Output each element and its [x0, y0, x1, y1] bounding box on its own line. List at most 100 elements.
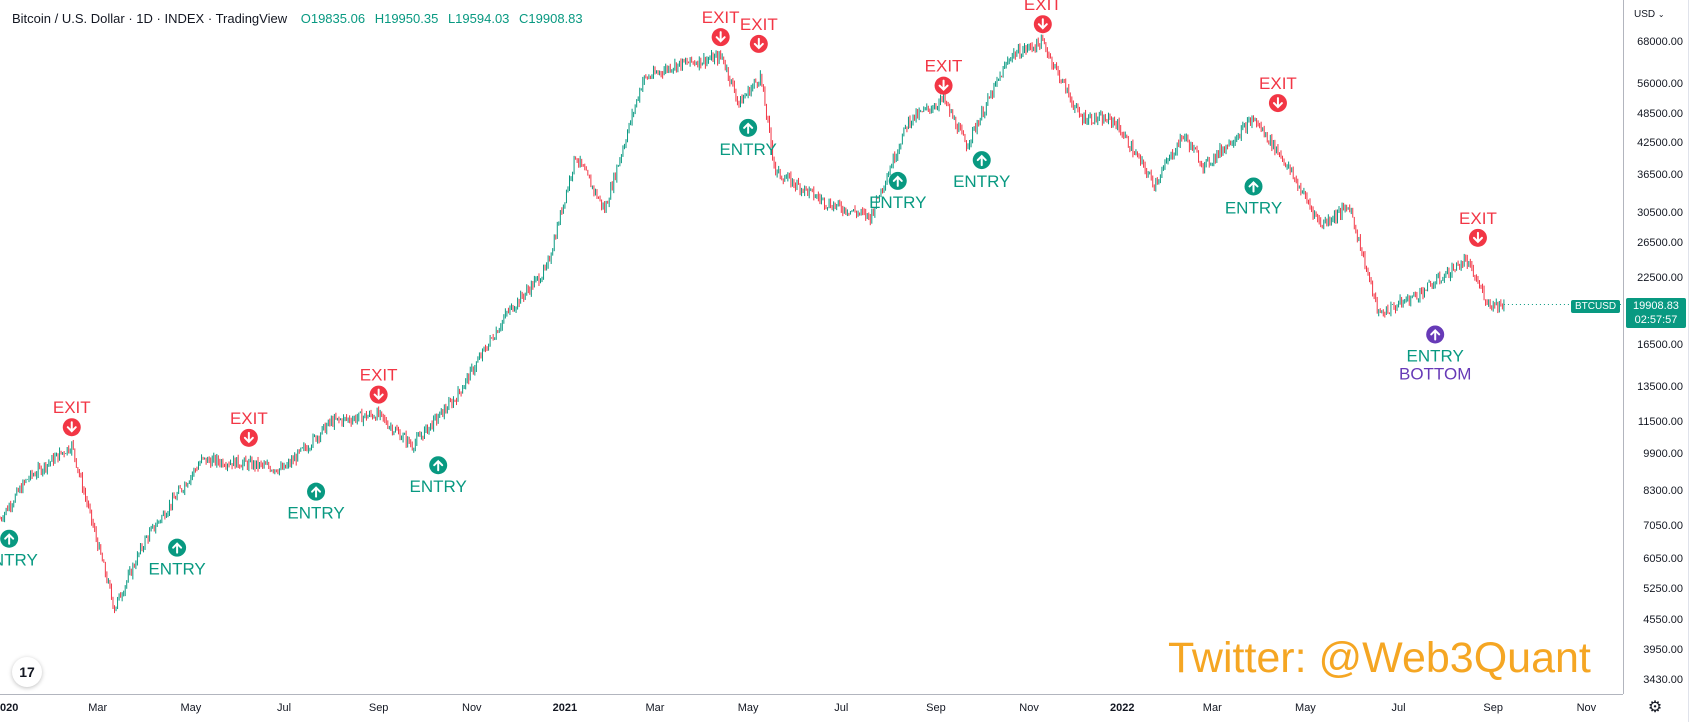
bottom-label: BOTTOM	[1399, 364, 1471, 383]
arrow-glyph	[4, 533, 15, 545]
chevron-down-icon: ⌄	[1657, 10, 1665, 19]
exit-signal: EXIT	[740, 15, 778, 53]
time-tick: Mar	[88, 702, 108, 714]
time-tick: May	[1295, 702, 1316, 714]
exit-signal: EXIT	[1259, 74, 1297, 113]
entry-signal: ENTRY	[1225, 177, 1282, 217]
close-value: C19908.83	[519, 11, 583, 26]
price-tick: 11500.00	[1637, 415, 1683, 428]
time-tick: Jul	[834, 702, 849, 714]
arrow-glyph	[1248, 181, 1259, 193]
time-tick: Nov	[462, 702, 482, 714]
currency-label: USD	[1634, 9, 1656, 20]
exit-signal: EXIT	[925, 57, 962, 95]
entry-label: ENTRY	[148, 560, 205, 579]
arrow-glyph	[433, 459, 444, 472]
arrow-glyph	[753, 37, 764, 50]
entry-label: ENTRY	[410, 477, 467, 496]
entry-label: ENTRY	[0, 551, 38, 570]
exit-label: EXIT	[230, 409, 268, 428]
price-tick: 8300.00	[1643, 485, 1683, 498]
price-tick: 9900.00	[1643, 447, 1683, 460]
gear-icon[interactable]: ⚙	[1647, 699, 1663, 716]
time-tick: Nov	[1019, 702, 1039, 714]
exit-signal: EXIT	[702, 8, 740, 47]
price-axis[interactable]: 68000.00 56000.00 48500.00 42500.00 36500.00…	[1623, 0, 1689, 694]
arrow-glyph	[1272, 97, 1283, 109]
symbol-name[interactable]: Bitcoin / U.S. Dollar	[12, 11, 125, 26]
ohlc-values: O19835.06 H19950.35 L19594.03 C19908.83	[295, 11, 583, 26]
exit-signal: EXIT	[1459, 209, 1497, 247]
last-price-value: 19908.83	[1633, 300, 1679, 312]
time-tick: Sep	[1483, 702, 1504, 714]
exit-signal: EXIT	[230, 409, 268, 447]
exit-label: EXIT	[702, 8, 740, 27]
arrow-glyph	[311, 486, 322, 498]
time-tick: Mar	[1202, 702, 1222, 714]
price-tick: 36500.00	[1637, 169, 1683, 182]
arrow-glyph	[743, 122, 754, 134]
price-tick: 42500.00	[1637, 136, 1683, 149]
arrow-glyph	[976, 154, 987, 167]
entry-label: ENTRY	[1407, 346, 1464, 365]
arrow-glyph	[715, 31, 726, 43]
chart-legend-header: Bitcoin / U.S. Dollar · 1D · INDEX · Tra…	[12, 11, 583, 26]
time-tick: 2022	[1109, 702, 1135, 714]
entry-signal: ENTRY	[0, 529, 38, 570]
exit-label: EXIT	[740, 15, 778, 34]
exit-label: EXIT	[360, 366, 398, 385]
exit-label: EXIT	[1459, 209, 1497, 228]
entry-label: ENTRY	[287, 504, 344, 523]
price-tick: 4550.00	[1643, 613, 1683, 626]
time-tick: 2020	[0, 702, 19, 714]
price-tick: 16500.00	[1637, 338, 1683, 351]
exit-label: EXIT	[1024, 0, 1062, 14]
price-tick: 68000.00	[1637, 36, 1683, 49]
entry-signal: ENTRY	[719, 118, 777, 159]
entry-signal: ENTRY	[148, 538, 206, 579]
time-tick: May	[180, 702, 202, 714]
bar-countdown: 02:57:57	[1634, 314, 1678, 326]
arrow-glyph	[1472, 231, 1483, 244]
time-axis[interactable]: 2020 Mar May Jul Sep Nov 2021 Mar May Jul Sep Nov 20…	[0, 694, 1623, 722]
exit-signal: EXIT	[1024, 0, 1062, 34]
time-tick: May	[737, 702, 759, 714]
entry-signal: ENTRY	[869, 171, 926, 212]
time-tick: 2021	[552, 702, 578, 714]
time-tick: Nov	[1576, 702, 1597, 714]
exit-label: EXIT	[53, 398, 91, 417]
low-value: L19594.03	[447, 11, 510, 26]
logo-text: 17	[19, 664, 35, 680]
entry-label: ENTRY	[719, 140, 776, 159]
arrow-glyph	[373, 388, 384, 401]
time-tick: Jul	[276, 702, 292, 714]
arrow-glyph	[1430, 329, 1441, 341]
arrow-glyph	[66, 421, 77, 433]
time-tick: Sep	[926, 702, 946, 714]
price-tick: 30500.00	[1637, 207, 1683, 220]
entry-label: ENTRY	[1225, 198, 1282, 217]
price-tick: 13500.00	[1637, 381, 1683, 394]
price-tick: 5250.00	[1643, 583, 1683, 596]
tradingview-logo-icon[interactable]: 17	[12, 657, 42, 687]
chart-plot[interactable]: ENTRY EXIT ENTRY EXIT ENTRY EXIT ENTRY EXIT ENTR…	[0, 0, 1623, 694]
entry-signal: ENTRY	[953, 151, 1010, 191]
entry-label: ENTRY	[953, 172, 1010, 191]
currency-selector[interactable]: USD ⌄	[1634, 9, 1665, 20]
last-price-label: 19908.83 02:57:57	[1626, 298, 1686, 328]
time-tick: Mar	[645, 702, 665, 714]
entry-label: ENTRY	[869, 193, 926, 212]
price-tick: 3950.00	[1643, 643, 1683, 656]
entry-signal: ENTRY	[410, 456, 467, 496]
candles-group	[0, 34, 1505, 614]
time-tick: Sep	[368, 702, 389, 714]
watermark-text: Twitter: @Web3Quant	[1168, 634, 1591, 682]
interval-label[interactable]: 1D	[136, 11, 153, 26]
arrow-glyph	[172, 542, 183, 554]
price-tick: 22500.00	[1637, 272, 1683, 285]
source-label: TradingView	[215, 11, 288, 26]
exit-signal: EXIT	[360, 366, 398, 404]
time-tick: Jul	[1391, 702, 1406, 714]
